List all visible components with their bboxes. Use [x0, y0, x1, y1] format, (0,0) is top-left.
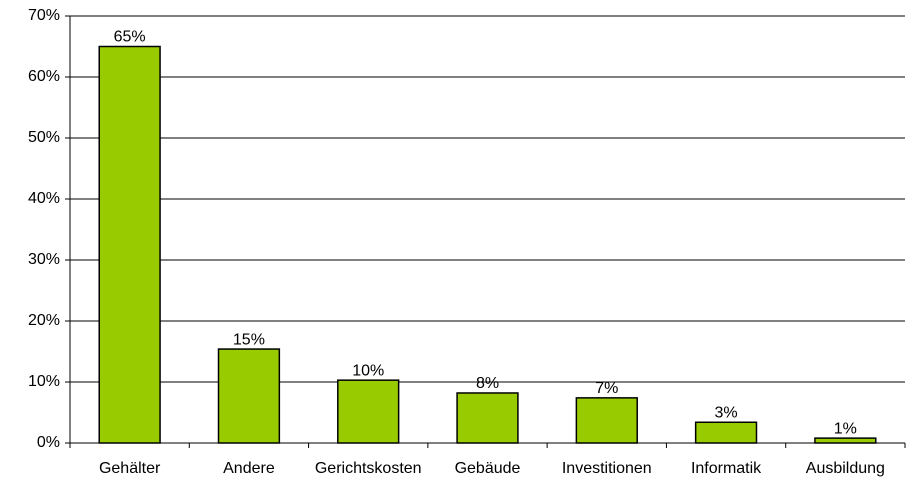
data-label: 3% — [715, 404, 738, 421]
x-tick-label: Investitionen — [562, 460, 652, 477]
data-label: 15% — [233, 331, 265, 348]
data-label: 1% — [834, 420, 857, 437]
data-label: 7% — [595, 380, 618, 397]
x-tick-label: Informatik — [691, 460, 762, 477]
y-tick-label: 60% — [28, 68, 60, 85]
x-tick-label: Gebäude — [455, 460, 521, 477]
y-tick-label: 50% — [28, 129, 60, 146]
data-label: 8% — [476, 375, 499, 392]
y-tick-label: 70% — [28, 7, 60, 24]
data-label: 65% — [114, 29, 146, 46]
y-tick-label: 0% — [37, 434, 60, 451]
y-tick-label: 40% — [28, 190, 60, 207]
bar — [814, 437, 877, 444]
x-tick-label: Andere — [223, 460, 275, 477]
x-tick-label: Gehälter — [99, 460, 161, 477]
x-tick-label: Gerichtskosten — [315, 460, 422, 477]
bar — [694, 421, 758, 444]
data-label: 10% — [352, 362, 384, 379]
y-tick-label: 20% — [28, 312, 60, 329]
bar — [337, 379, 400, 444]
bar — [217, 348, 281, 444]
bar — [456, 392, 519, 444]
bar — [575, 397, 638, 444]
y-tick-label: 30% — [28, 251, 60, 268]
y-tick-label: 10% — [28, 373, 60, 390]
bar — [98, 45, 161, 444]
x-tick-label: Ausbildung — [806, 460, 885, 477]
